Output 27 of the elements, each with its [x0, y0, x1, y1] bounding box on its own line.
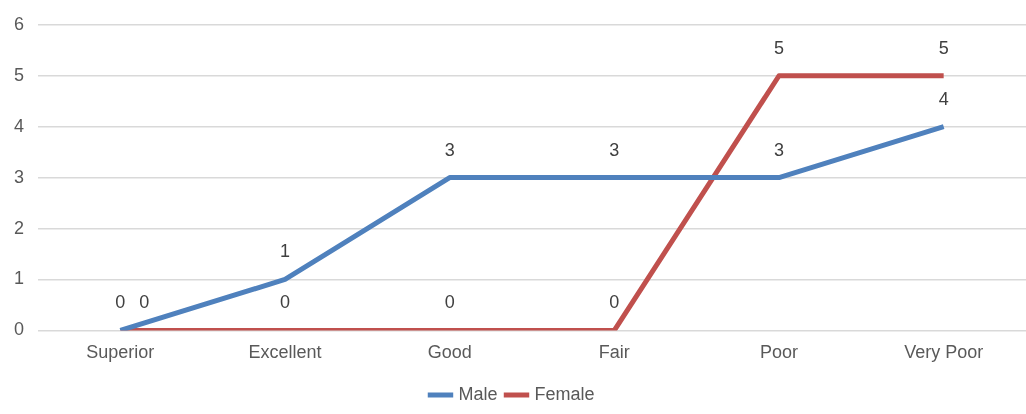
y-tick-label: 2 [14, 217, 25, 238]
x-tick-label: Good [427, 342, 472, 363]
legend-label: Female [534, 383, 595, 404]
x-tick-label: Fair [598, 342, 630, 363]
x-tick-label: Superior [86, 342, 155, 363]
x-tick-label: Poor [759, 342, 799, 363]
data-label: 5 [773, 37, 785, 58]
data-label: 0 [139, 292, 150, 313]
data-label: 3 [609, 139, 620, 160]
y-tick-label: 1 [14, 268, 25, 289]
y-tick-label: 4 [14, 115, 25, 136]
y-tick-label: 0 [14, 319, 25, 340]
data-label: 0 [444, 292, 455, 313]
data-label: 0 [115, 292, 126, 313]
x-tick-label: Very Poor [904, 342, 984, 363]
y-tick-label: 3 [14, 166, 25, 187]
data-label: 3 [773, 139, 785, 160]
data-label: 0 [280, 292, 291, 313]
y-tick-label: 6 [14, 13, 25, 34]
legend-label: Male [458, 383, 498, 404]
x-tick-label: Excellent [248, 342, 322, 363]
data-label: 3 [444, 139, 455, 160]
y-tick-label: 5 [14, 64, 25, 85]
data-label: 4 [938, 88, 949, 109]
data-label: 1 [280, 241, 291, 262]
data-label: 0 [609, 292, 620, 313]
data-label: 5 [938, 37, 949, 58]
